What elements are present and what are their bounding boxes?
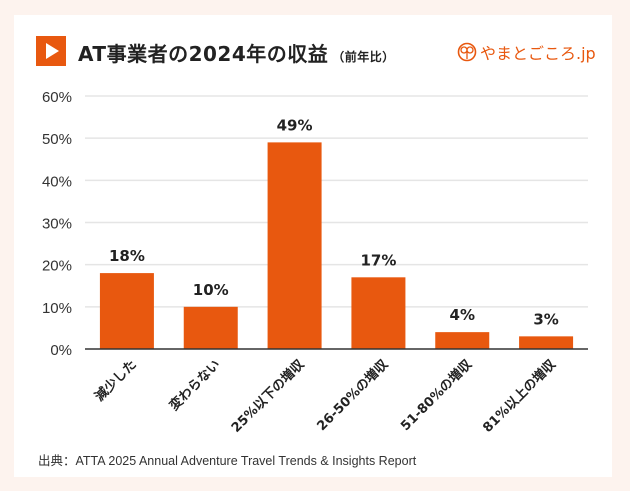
bar bbox=[435, 332, 490, 349]
data-label: 49% bbox=[277, 116, 313, 134]
y-tick-label: 60% bbox=[42, 89, 72, 106]
data-label: 10% bbox=[193, 281, 229, 299]
x-tick-label: 26-50%の増収 bbox=[314, 356, 392, 434]
data-label: 4% bbox=[450, 306, 475, 324]
bar bbox=[519, 336, 574, 349]
x-tick-label: 81%以上の増収 bbox=[480, 356, 560, 436]
data-label: 18% bbox=[109, 247, 145, 265]
bar bbox=[99, 273, 154, 349]
source-note: 出典：ATTA 2025 Annual Adventure Travel Tre… bbox=[38, 454, 417, 468]
bar bbox=[351, 277, 406, 349]
x-tick-label: 51-80%の増収 bbox=[398, 356, 476, 434]
y-tick-label: 0% bbox=[50, 342, 72, 359]
data-label: 17% bbox=[360, 251, 396, 269]
data-label: 3% bbox=[533, 310, 558, 328]
logo-icon bbox=[457, 42, 477, 62]
x-tick-label: 減少した bbox=[92, 357, 140, 405]
chart-title: AT事業者の2024年の収益 （前年比） bbox=[78, 38, 395, 67]
logo[interactable]: やまとごころ.jp bbox=[457, 40, 596, 64]
y-tick-label: 30% bbox=[42, 216, 72, 233]
logo-text: やまとごころ.jp bbox=[480, 44, 596, 63]
play-icon bbox=[36, 36, 66, 66]
y-tick-label: 50% bbox=[42, 131, 72, 148]
title-subtitle: （前年比） bbox=[332, 50, 395, 64]
x-tick-label: 変わらない bbox=[166, 357, 223, 414]
y-tick-label: 20% bbox=[42, 258, 72, 275]
y-tick-label: 10% bbox=[42, 300, 72, 317]
bar bbox=[267, 142, 322, 349]
x-tick-label: 25%以下の増収 bbox=[228, 356, 308, 436]
bar bbox=[183, 306, 238, 349]
title-text: AT事業者の2024年の収益 bbox=[78, 42, 329, 66]
y-tick-label: 40% bbox=[42, 173, 72, 190]
